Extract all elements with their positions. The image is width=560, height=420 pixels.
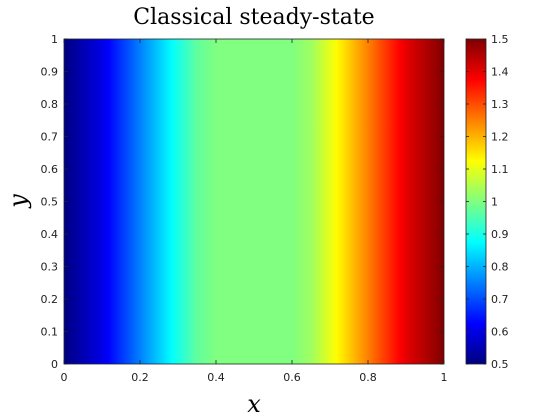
colorbar-tick-label: 1.1 (491, 163, 509, 176)
x-axis-label: x (247, 390, 261, 418)
colorbar-tick: 0.9 (466, 228, 509, 241)
y-tick: 0 (51, 358, 444, 371)
y-tick: 0.1 (41, 326, 444, 339)
colorbar-tick-label: 0.9 (491, 228, 509, 241)
x-tick-label: 1 (441, 371, 448, 384)
y-tick-label: 0 (51, 358, 58, 371)
x-tick-label: 0.8 (359, 371, 377, 384)
colorbar-tick: 1.5 (466, 33, 509, 46)
x-tick-label: 0 (61, 371, 68, 384)
y-tick: 0.2 (41, 293, 444, 306)
y-tick-label: 0.7 (41, 131, 59, 144)
plot-area (63, 38, 445, 365)
colorbar-tick-label: 1.5 (491, 33, 509, 46)
colorbar-tick: 1.3 (466, 98, 509, 111)
x-tick: 1 (441, 39, 448, 384)
colorbar-tick-label: 1.2 (491, 131, 509, 144)
x-tick: 0.6 (283, 39, 301, 384)
y-tick-label: 0.5 (41, 196, 59, 209)
colorbar-tick: 0.5 (466, 358, 509, 371)
y-tick-label: 0.6 (41, 163, 59, 176)
y-tick: 0.9 (41, 66, 444, 79)
colorbar-tick: 1 (466, 196, 498, 209)
colorbar-tick-label: 0.5 (491, 358, 509, 371)
x-tick: 0 (61, 39, 68, 384)
heatmap-field (64, 39, 444, 364)
y-tick: 0.5 (41, 196, 444, 209)
y-tick-label: 0.9 (41, 66, 59, 79)
colorbar-tick-label: 0.6 (491, 326, 509, 339)
y-tick-label: 0.1 (41, 326, 59, 339)
x-tick-label: 0.4 (207, 371, 225, 384)
colorbar: 0.5 0.6 0.7 0.8 0.9 1 1.1 1.2 1.3 1.4 1.5 (465, 33, 509, 371)
chart-title: Classical steady-state (133, 5, 374, 30)
y-axis-ticks: 0 0.1 0.2 0.3 0.4 0.5 0.6 0.7 0.8 0.9 1 (41, 33, 444, 371)
colorbar-tick: 1.2 (466, 131, 509, 144)
y-axis-label: y (4, 194, 32, 209)
colorbar-tick: 1.4 (466, 66, 509, 79)
colorbar-gradient (466, 39, 486, 364)
x-axis-ticks: 0 0.2 0.4 0.6 0.8 1 (61, 39, 448, 384)
y-tick: 0.3 (41, 261, 444, 274)
colorbar-tick: 0.6 (466, 326, 509, 339)
colorbar-tick: 0.7 (466, 293, 509, 306)
y-tick: 0.8 (41, 98, 444, 111)
y-tick-label: 1 (51, 33, 58, 46)
colorbar-tick-label: 1.4 (491, 66, 509, 79)
y-tick: 0.4 (41, 228, 444, 241)
x-tick: 0.8 (359, 39, 377, 384)
y-tick: 0.6 (41, 163, 444, 176)
y-tick-label: 0.4 (41, 228, 59, 241)
y-tick: 1 (51, 33, 444, 46)
colorbar-tick: 0.8 (466, 261, 509, 274)
colorbar-tick-label: 0.8 (491, 261, 509, 274)
x-tick: 0.4 (207, 39, 225, 384)
x-tick: 0.2 (131, 39, 149, 384)
x-tick-label: 0.6 (283, 371, 301, 384)
x-tick-label: 0.2 (131, 371, 149, 384)
y-tick-label: 0.2 (41, 293, 59, 306)
y-tick-label: 0.8 (41, 98, 59, 111)
colorbar-tick-label: 0.7 (491, 293, 509, 306)
y-tick: 0.7 (41, 131, 444, 144)
y-tick-label: 0.3 (41, 261, 59, 274)
colorbar-tick: 1.1 (466, 163, 509, 176)
colorbar-tick-label: 1.3 (491, 98, 509, 111)
colorbar-tick-label: 1 (491, 196, 498, 209)
colorbar-ticks: 0.5 0.6 0.7 0.8 0.9 1 1.1 1.2 1.3 1.4 1.5 (466, 33, 509, 371)
